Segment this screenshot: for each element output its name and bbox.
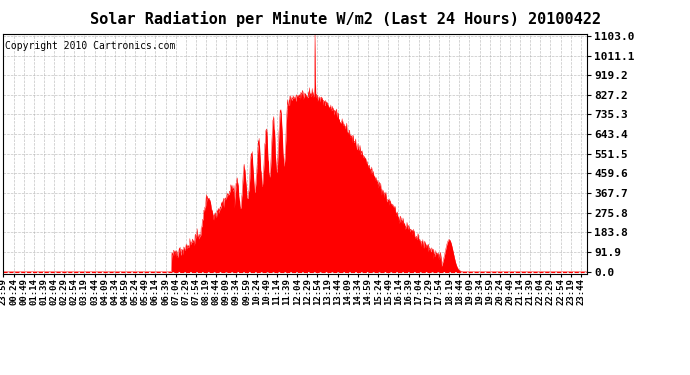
Text: Copyright 2010 Cartronics.com: Copyright 2010 Cartronics.com [5,41,175,51]
Text: Solar Radiation per Minute W/m2 (Last 24 Hours) 20100422: Solar Radiation per Minute W/m2 (Last 24… [90,11,600,27]
